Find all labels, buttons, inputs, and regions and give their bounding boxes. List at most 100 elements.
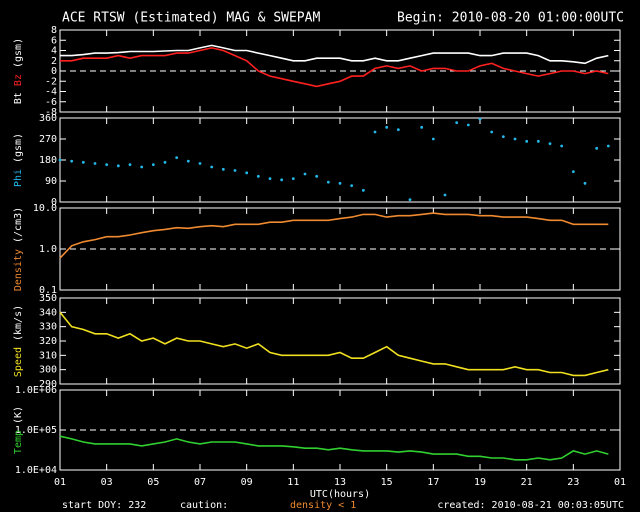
y-axis-label: Bt Bz (gsm)	[13, 38, 24, 104]
y-axis-label-unit: (km/s)	[13, 305, 24, 341]
data-point	[280, 178, 284, 182]
x-tick-label: 19	[474, 477, 486, 488]
y-tick-label: 4	[51, 46, 57, 57]
y-axis-label: Phi (gsm)	[13, 133, 24, 187]
x-tick-label: 01	[54, 477, 66, 488]
data-point	[175, 156, 179, 160]
y-tick-label: 1.0E+05	[15, 425, 57, 436]
y-tick-label: 8	[51, 25, 57, 36]
x-tick-label: 15	[381, 477, 393, 488]
data-point	[105, 163, 109, 167]
x-tick-label: 01	[614, 477, 626, 488]
data-line	[60, 47, 609, 88]
data-point	[443, 193, 447, 197]
y-tick-label: -4	[45, 87, 57, 98]
data-point	[513, 137, 517, 141]
chart-title: ACE RTSW (Estimated) MAG & SWEPAM	[62, 11, 320, 26]
y-tick-label: -8	[45, 107, 57, 118]
caution-note: density < 1	[290, 500, 356, 511]
data-point	[595, 146, 599, 150]
y-tick-label: 330	[39, 322, 57, 333]
data-point	[455, 121, 459, 125]
y-tick-label: 90	[45, 176, 57, 187]
x-tick-label: 07	[194, 477, 206, 488]
data-point	[536, 139, 540, 143]
data-point	[478, 117, 482, 121]
data-point	[571, 170, 575, 174]
y-tick-label: -6	[45, 97, 57, 108]
y-axis-label-series: Temp	[13, 430, 24, 454]
y-tick-label: 360	[39, 113, 57, 124]
x-tick-label: 23	[567, 477, 579, 488]
y-tick-label: 2	[51, 56, 57, 67]
data-point	[560, 144, 564, 148]
data-point	[198, 162, 202, 165]
y-tick-label: 0	[51, 197, 57, 208]
y-tick-label: 270	[39, 134, 57, 145]
y-tick-label: 0.1	[39, 285, 57, 296]
data-point	[490, 130, 494, 134]
data-point	[361, 188, 365, 192]
y-axis-label-series: Speed	[13, 347, 24, 377]
y-tick-label: 0	[51, 66, 57, 77]
data-line	[59, 435, 609, 461]
data-point	[268, 177, 272, 181]
data-line	[59, 212, 609, 259]
data-point	[70, 159, 74, 163]
data-point	[58, 158, 62, 162]
y-axis-label-series: Bz	[13, 74, 24, 86]
y-tick-label: -2	[45, 76, 57, 87]
created-time: created: 2010-08-21 00:03:05UTC	[437, 500, 624, 511]
data-point	[291, 177, 295, 181]
data-point	[186, 159, 190, 163]
x-tick-label: 13	[334, 477, 346, 488]
data-point	[116, 164, 120, 168]
data-point	[338, 181, 342, 185]
x-tick-label: 09	[241, 477, 253, 488]
data-point	[163, 160, 167, 164]
data-point	[525, 139, 529, 143]
x-axis-label: UTC(hours)	[310, 489, 370, 500]
data-point	[466, 123, 470, 127]
data-point	[606, 144, 610, 148]
data-line	[59, 311, 609, 377]
data-point	[548, 142, 552, 146]
data-point	[350, 184, 354, 188]
y-tick-label: 350	[39, 293, 57, 304]
y-axis-label-series: Bt	[13, 92, 24, 104]
y-tick-label: 320	[39, 336, 57, 347]
data-point	[408, 198, 412, 202]
data-point	[128, 163, 132, 167]
data-point	[420, 125, 424, 129]
data-point	[221, 167, 225, 171]
data-point	[303, 172, 307, 176]
data-point	[151, 163, 155, 167]
data-point	[93, 162, 97, 165]
y-tick-label: 290	[39, 379, 57, 390]
data-point	[140, 165, 144, 169]
data-point	[583, 181, 587, 185]
x-tick-label: 11	[287, 477, 299, 488]
y-axis-label-unit: (K)	[13, 406, 24, 424]
data-point	[396, 128, 400, 132]
y-tick-label: 310	[39, 350, 57, 361]
x-tick-label: 05	[147, 477, 159, 488]
start-doy: start DOY: 232	[62, 500, 146, 511]
begin-time: Begin: 2010-08-20 01:00:00UTC	[397, 11, 624, 26]
y-tick-label: 1.0E+04	[15, 465, 57, 476]
data-point	[431, 137, 435, 141]
x-tick-label: 21	[521, 477, 533, 488]
y-tick-label: 1.0	[39, 244, 57, 255]
y-tick-label: 10.0	[33, 203, 57, 214]
y-axis-label-series: Density	[13, 249, 24, 291]
y-axis-label-unit: (/cm3)	[13, 207, 24, 243]
y-tick-label: 180	[39, 155, 57, 166]
data-point	[501, 135, 505, 139]
data-point	[210, 165, 214, 169]
y-axis-label-series: Phi	[13, 169, 24, 187]
data-point	[315, 174, 319, 178]
y-tick-label: 340	[39, 307, 57, 318]
y-tick-label: 300	[39, 365, 57, 376]
